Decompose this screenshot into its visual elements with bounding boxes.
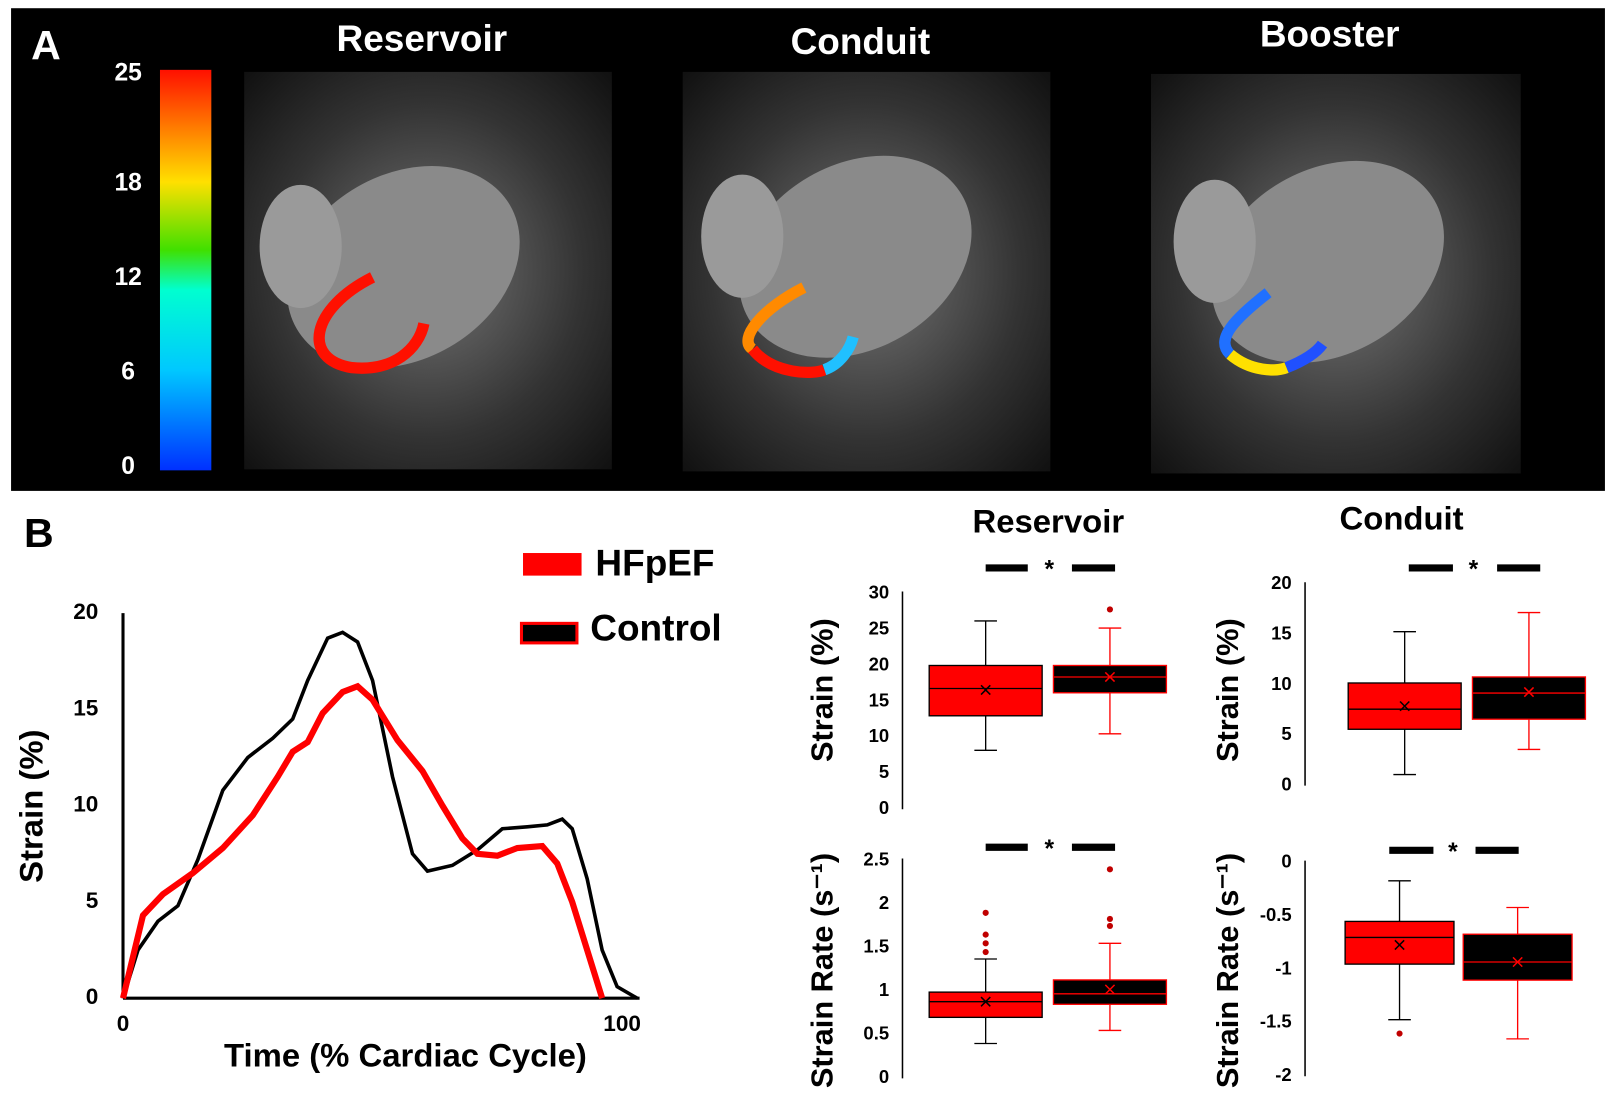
y-axis-label: Strain (%) [1210,618,1245,762]
outlier [982,948,989,956]
mean-marker [1512,956,1523,968]
y-tick-label: -0.5 [1260,904,1292,925]
legend-label: Control [590,607,721,648]
chart-title: Reservoir [973,502,1125,539]
y-axis-label: Strain (%) [12,729,49,882]
y-axis-label: Strain Rate (s⁻¹) [805,853,840,1088]
y-tick-label: 0 [1281,851,1291,872]
y-tick-label: -1 [1275,957,1291,978]
y-tick-label: 20 [869,653,890,674]
outlier [982,940,989,947]
x-tick-label: 100 [603,1011,641,1036]
y-tick-label: 0.5 [863,1023,889,1044]
box [1462,933,1573,981]
y-tick-label: 5 [879,761,889,782]
mean-marker [1523,686,1535,698]
y-tick-label: 25 [869,617,890,638]
y-tick-label: -1.5 [1260,1011,1292,1032]
y-tick-label: 1.5 [863,936,889,957]
outlier [1106,922,1114,930]
outlier [982,909,989,916]
mean-marker [1394,939,1405,951]
colorbar-tick-label: 12 [114,264,141,291]
outlier [1106,866,1114,873]
image-title: Booster [1260,14,1400,55]
mri-image [1151,73,1521,474]
significance-label: * [1045,557,1055,584]
line-series [121,630,638,1000]
mri-image [244,71,612,470]
mri-images [244,71,1521,474]
significance-label: * [1448,839,1458,866]
y-tick-label: 30 [869,581,890,602]
colorbar-tick-label: 6 [121,358,135,385]
box [1471,676,1587,720]
box [928,991,1043,1019]
legend-swatch [519,621,579,645]
mean-marker [980,684,991,696]
mean-marker [1399,700,1410,712]
chart-title: Conduit [1340,499,1464,536]
y-tick-label: 10 [73,792,98,817]
panel-label: B [24,510,54,556]
mean-marker [1104,671,1116,683]
box [1344,920,1455,965]
outlier [982,931,989,938]
significance-label: * [1469,557,1479,584]
y-tick-label: 15 [73,695,98,720]
y-tick-label: 15 [869,689,890,710]
outlier [1396,1030,1403,1037]
image-title: Reservoir [337,18,508,59]
box [1052,664,1168,694]
colorbar-tick-label: 18 [114,170,141,197]
panel-label: A [31,22,61,68]
x-tick-label: 0 [117,1011,130,1036]
y-tick-label: 0 [1281,774,1291,795]
legend-label: HFpEF [595,543,714,584]
y-tick-label: 5 [1281,723,1291,744]
line-series [120,682,606,1000]
y-axis-label: Strain (%) [805,618,840,762]
box [1052,979,1168,1005]
y-tick-label: 15 [1271,623,1292,644]
mri-image [682,71,1051,472]
colorbar [159,69,212,471]
outlier [1106,915,1114,923]
y-tick-label: 10 [869,725,890,746]
significance-label: * [1045,836,1055,863]
y-tick-label: 1 [879,979,889,1000]
outlier [1106,606,1114,613]
y-tick-label: 0 [879,1066,889,1087]
y-axis-label: Strain Rate (s⁻¹) [1210,853,1245,1088]
image-title: Conduit [791,21,931,62]
x-axis-label: Time (% Cardiac Cycle) [224,1036,587,1073]
colorbar-tick-label: 25 [114,59,142,86]
y-tick-label: 0 [86,984,99,1009]
y-tick-label: 0 [879,797,889,818]
y-tick-label: -2 [1275,1064,1291,1085]
y-tick-label: 2 [879,892,889,913]
legend-swatch [523,553,582,576]
y-tick-label: 5 [86,888,99,913]
y-tick-label: 20 [73,599,98,624]
y-tick-label: 10 [1271,673,1292,694]
colorbar-tick-label: 0 [121,453,135,480]
y-tick-label: 20 [1271,572,1292,593]
mean-marker [1104,984,1116,995]
mean-marker [980,996,991,1007]
y-tick-label: 2.5 [863,848,889,869]
